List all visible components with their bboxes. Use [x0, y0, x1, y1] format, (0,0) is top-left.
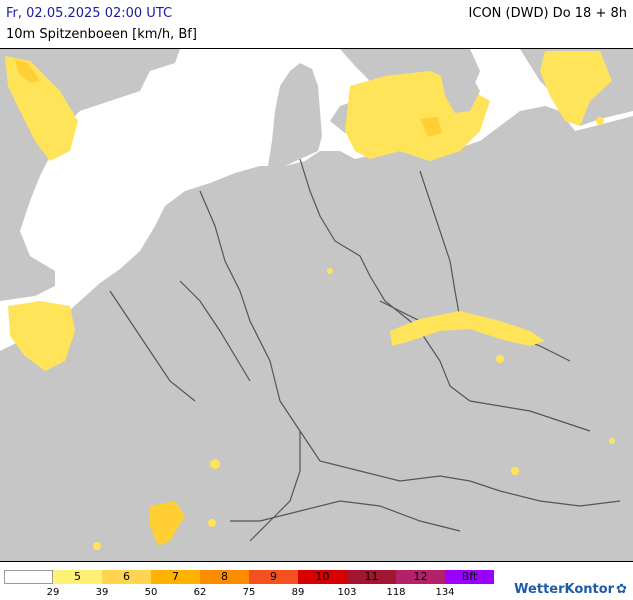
- logo-text: WetterKontor: [514, 582, 615, 597]
- legend-tick: 62: [193, 587, 207, 598]
- legend-cell: 5: [53, 570, 102, 584]
- legend-tick: 103: [337, 587, 357, 598]
- legend-tick: 134: [435, 587, 455, 598]
- gust-areas: [5, 51, 615, 550]
- legend-tick: 29: [46, 587, 60, 598]
- legend-tick: 39: [95, 587, 109, 598]
- legend-cell: 6: [102, 570, 151, 584]
- legend-tick: 118: [386, 587, 406, 598]
- valid-time: Fr, 02.05.2025 02:00 UTC: [6, 6, 173, 21]
- legend-cell: 9: [249, 570, 298, 584]
- legend-tick: 89: [291, 587, 305, 598]
- legend: 5 6 7 8 9 10 11 12 Bft: [4, 570, 494, 584]
- legend-cell: 11: [347, 570, 396, 584]
- legend-tick: 75: [242, 587, 256, 598]
- model-run: ICON (DWD) Do 18 + 8h: [468, 6, 627, 21]
- weather-map: [0, 48, 633, 562]
- wind-turbine-icon: ✿: [616, 582, 627, 597]
- legend-cell: 7: [151, 570, 200, 584]
- legend-cell: Bft: [445, 570, 494, 584]
- parameter-title: 10m Spitzenboeen [km/h, Bf]: [6, 27, 197, 42]
- legend-ticks: 29 39 50 62 75 89 103 118 134: [0, 587, 520, 599]
- legend-cell: 8: [200, 570, 249, 584]
- legend-tick: 50: [144, 587, 158, 598]
- legend-cell: [4, 570, 53, 584]
- legend-cell: 10: [298, 570, 347, 584]
- logo: WetterKontor ✿: [514, 582, 627, 597]
- country-borders: [109, 158, 621, 542]
- legend-cell: 12: [396, 570, 445, 584]
